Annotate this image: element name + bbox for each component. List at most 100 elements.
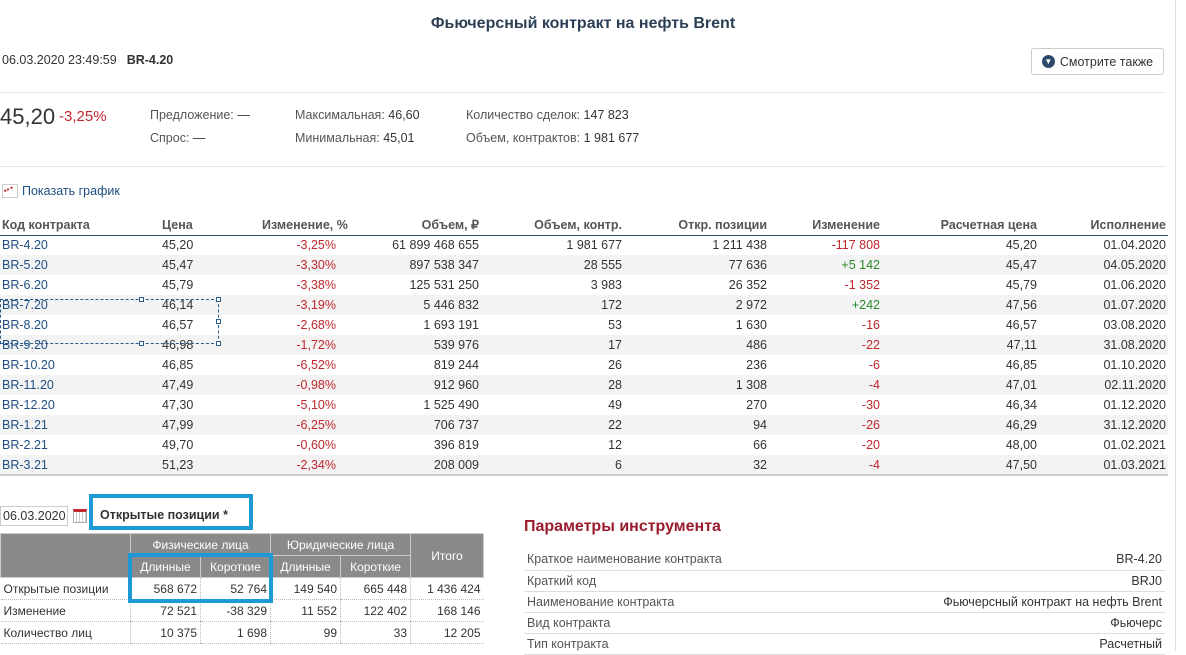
param-label: Краткое наименование контракта (524, 549, 827, 571)
min-value: 45,01 (383, 131, 415, 145)
resize-handle[interactable] (139, 297, 144, 302)
show-chart-label: Показать график (22, 184, 120, 198)
column-header[interactable]: Изменение, % (262, 217, 348, 232)
jur-long-header: Длинные (270, 555, 342, 578)
table-row[interactable]: BR-5.20 45,47 -3,30% 897 538 347 28 555 77 63… (0, 255, 1168, 275)
table-cell: 61 899 468 655 (392, 238, 479, 253)
table-cell: 02.11.2020 (1104, 378, 1166, 392)
table-row[interactable]: BR-7.20 46,14 -3,19% 5 446 832 172 2 972 +242 4… (0, 295, 1168, 315)
table-cell: 94 (753, 418, 767, 432)
table-cell: 66 (753, 438, 767, 452)
table-cell: -1 352 (844, 278, 880, 292)
table-row[interactable]: BR-10.20 46,85 -6,52% 819 244 26 236 -6 46,85 01… (0, 355, 1168, 375)
table-row[interactable]: BR-3.21 51,23 -2,34% 208 009 6 32 -4 47,50 01.03… (0, 455, 1168, 475)
contract-link[interactable]: BR-6.20 (2, 278, 48, 292)
table-row[interactable]: BR-2.21 49,70 -0,60% 396 819 12 66 -20 48,00 01.… (0, 435, 1168, 455)
table-cell: 11 552 (270, 599, 341, 622)
contract-link[interactable]: BR-12.20 (2, 398, 55, 412)
contract-link[interactable]: BR-11.20 (2, 378, 54, 392)
show-chart-link[interactable]: Показать график (2, 184, 120, 198)
column-header[interactable]: Код контракта (2, 217, 90, 232)
contract-link[interactable]: BR-7.20 (2, 298, 48, 312)
table-cell: 31.08.2020 (1103, 338, 1166, 352)
contract-link[interactable]: BR-9.20 (2, 338, 48, 352)
table-cell: 33 (340, 621, 411, 644)
params-table: Краткое наименование контракта BR-4.20 Кра… (524, 549, 1165, 655)
table-cell: 28 (608, 378, 622, 392)
highlight-box (128, 553, 273, 603)
column-header[interactable]: Изменение (812, 217, 880, 232)
phys-long-header: Длинные (130, 555, 201, 578)
calendar-icon[interactable] (73, 509, 87, 523)
contract-link[interactable]: BR-1.21 (2, 418, 48, 432)
column-header[interactable]: Объем, ₽ (421, 218, 479, 233)
table-row[interactable]: BR-9.20 46,98 -1,72% 539 976 17 486 -22 47,11 31… (0, 335, 1168, 355)
table-cell: 26 (608, 358, 622, 372)
contract-link[interactable]: BR-4.20 (2, 238, 48, 253)
column-header[interactable]: Исполнение (1090, 217, 1166, 232)
table-row[interactable]: BR-11.20 47,49 -0,98% 912 960 28 1 308 -4 47,01… (0, 375, 1168, 395)
table-cell: 6 (615, 457, 622, 472)
table-row[interactable]: BR-4.20 45,20 -3,25% 61 899 468 655 1 981 67… (0, 235, 1168, 255)
table-cell: 665 448 (340, 577, 411, 600)
table-cell: 1 525 490 (423, 398, 479, 412)
table-cell: 122 402 (340, 599, 411, 622)
table-cell: 236 (746, 358, 767, 372)
max-value: 46,60 (388, 108, 420, 122)
contract-link[interactable]: BR-8.20 (2, 318, 48, 332)
table-cell: -20 (861, 438, 880, 452)
empty-header (0, 533, 131, 578)
table-cell: 208 009 (433, 457, 479, 472)
table-cell: 125 531 250 (409, 278, 479, 292)
contract-link[interactable]: BR-5.20 (2, 258, 48, 272)
table-row[interactable]: BR-1.21 47,99 -6,25% 706 737 22 94 -26 46,29 31.… (0, 415, 1168, 435)
last-price: 45,20 (0, 104, 56, 129)
table-cell: 47,30 (162, 398, 194, 412)
params-title: Параметры инструмента (524, 518, 721, 535)
table-cell: 46,57 (1005, 318, 1037, 332)
contract-link[interactable]: BR-10.20 (2, 358, 55, 372)
selection-rectangle[interactable] (0, 297, 221, 346)
date-input[interactable]: 06.03.2020 (0, 506, 68, 526)
table-cell: 47,11 (1006, 338, 1037, 352)
table-cell: 01.03.2021 (1103, 457, 1166, 472)
table-cell: 12 (608, 438, 622, 452)
resize-handle[interactable] (216, 319, 221, 324)
table-row[interactable]: BR-6.20 45,79 -3,38% 125 531 250 3 983 26 352… (0, 275, 1168, 295)
table-cell: -6 (868, 358, 880, 372)
contract-link[interactable]: BR-2.21 (2, 438, 48, 452)
table-cell: 1 693 191 (423, 318, 479, 332)
param-label: Вид контракта (524, 612, 827, 634)
resize-handle[interactable] (139, 341, 144, 346)
table-cell: 17 (608, 338, 622, 352)
deals-value: 147 823 (583, 108, 629, 122)
column-header[interactable]: Объем, контр. (534, 217, 622, 232)
table-cell: 10 375 (130, 621, 201, 644)
offer-value: — (237, 108, 250, 122)
table-cell: 31.12.2020 (1103, 418, 1166, 432)
see-also-button[interactable]: ▼ Смотрите также (1031, 48, 1164, 75)
table-cell: 46,85 (1005, 358, 1037, 372)
row-label: Изменение (0, 599, 131, 622)
total-header: Итого (410, 533, 485, 578)
table-header: Код контракта Цена Изменение, % Объем, ₽ Объ… (0, 215, 1168, 235)
column-header[interactable]: Откр. позиции (678, 217, 767, 232)
column-header[interactable]: Цена (162, 217, 193, 232)
param-row: Наименование контракта Фьючерсный контрак… (524, 591, 1165, 613)
table-cell: 01.12.2020 (1103, 398, 1166, 412)
contract-link[interactable]: BR-3.21 (2, 457, 48, 472)
column-header[interactable]: Расчетная цена (940, 217, 1037, 232)
table-cell: 04.05.2020 (1103, 258, 1166, 272)
deals-label: Количество сделок: (466, 108, 581, 122)
resize-handle[interactable] (216, 297, 221, 302)
table-cell: 01.10.2020 (1103, 358, 1166, 372)
table-cell: 1 211 438 (712, 238, 767, 253)
jur-short-header: Короткие (340, 555, 412, 578)
table-row[interactable]: BR-8.20 46,57 -2,68% 1 693 191 53 1 630 -16 46,… (0, 315, 1168, 335)
table-row[interactable]: BR-12.20 47,30 -5,10% 1 525 490 49 270 -30 46,3… (0, 395, 1168, 415)
oi-row: Изменение 72 521 -38 329 11 552 122 402 168 1… (0, 599, 484, 622)
resize-handle[interactable] (216, 341, 221, 346)
table-cell: 45,20 (162, 238, 194, 253)
chart-icon (2, 184, 18, 198)
volume-label: Объем, контрактов: (466, 131, 581, 145)
